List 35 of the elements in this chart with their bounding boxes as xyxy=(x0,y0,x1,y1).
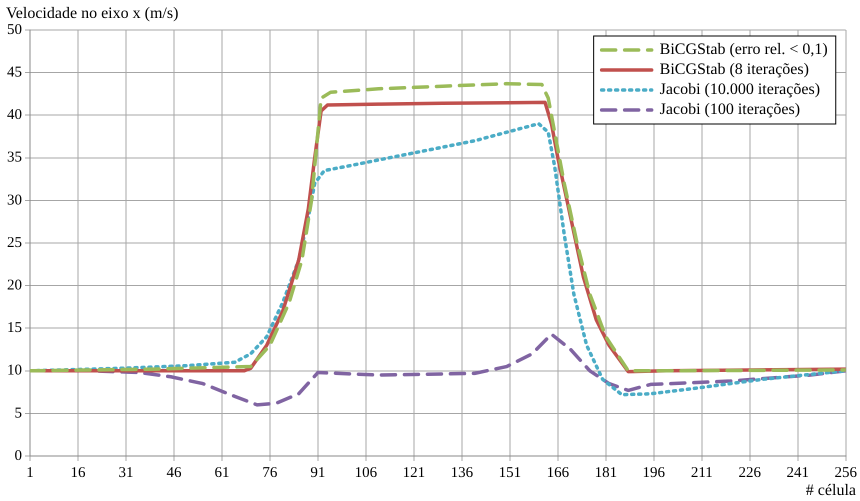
x-tick-label: 181 xyxy=(594,464,618,481)
legend-label: Jacobi (10.000 iterações) xyxy=(660,81,820,98)
y-tick-label: 50 xyxy=(7,22,22,38)
x-tick-label: 31 xyxy=(118,464,134,481)
y-axis-title: Velocidade no eixo x (m/s) xyxy=(6,5,178,22)
x-tick-label: 106 xyxy=(354,464,378,481)
legend-label: BiCGStab (erro rel. < 0,1) xyxy=(660,41,828,58)
x-tick-label: 211 xyxy=(690,464,713,481)
x-tick-label: 46 xyxy=(166,464,182,481)
x-tick-label: 196 xyxy=(642,464,666,481)
x-tick-label: 91 xyxy=(310,464,326,481)
y-tick-label: 10 xyxy=(7,362,22,379)
legend-label: Jacobi (100 iterações) xyxy=(660,101,800,118)
x-tick-label: 16 xyxy=(70,464,86,481)
x-tick-label: 61 xyxy=(214,464,230,481)
x-tick-label: 1 xyxy=(26,464,34,481)
y-tick-label: 45 xyxy=(7,64,22,81)
x-tick-label: 166 xyxy=(546,464,570,481)
x-tick-label: 226 xyxy=(738,464,762,481)
x-tick-label: 121 xyxy=(402,464,426,481)
y-tick-label: 25 xyxy=(7,234,22,251)
x-axis-title: # célula xyxy=(806,482,856,500)
x-tick-label: 76 xyxy=(262,464,278,481)
y-tick-label: 20 xyxy=(7,278,22,294)
x-tick-label: 136 xyxy=(450,464,474,481)
x-tick-label: 256 xyxy=(834,464,858,481)
y-tick-label: 30 xyxy=(7,192,22,208)
y-tick-label: 40 xyxy=(7,107,22,124)
x-tick-label: 151 xyxy=(498,464,522,481)
x-tick-label: 241 xyxy=(786,464,810,481)
legend-label: BiCGStab (8 iterações) xyxy=(660,61,809,78)
y-tick-label: 35 xyxy=(7,150,22,166)
y-tick-label: 15 xyxy=(7,320,22,336)
y-tick-label: 0 xyxy=(14,448,22,464)
y-tick-label: 5 xyxy=(14,405,22,422)
